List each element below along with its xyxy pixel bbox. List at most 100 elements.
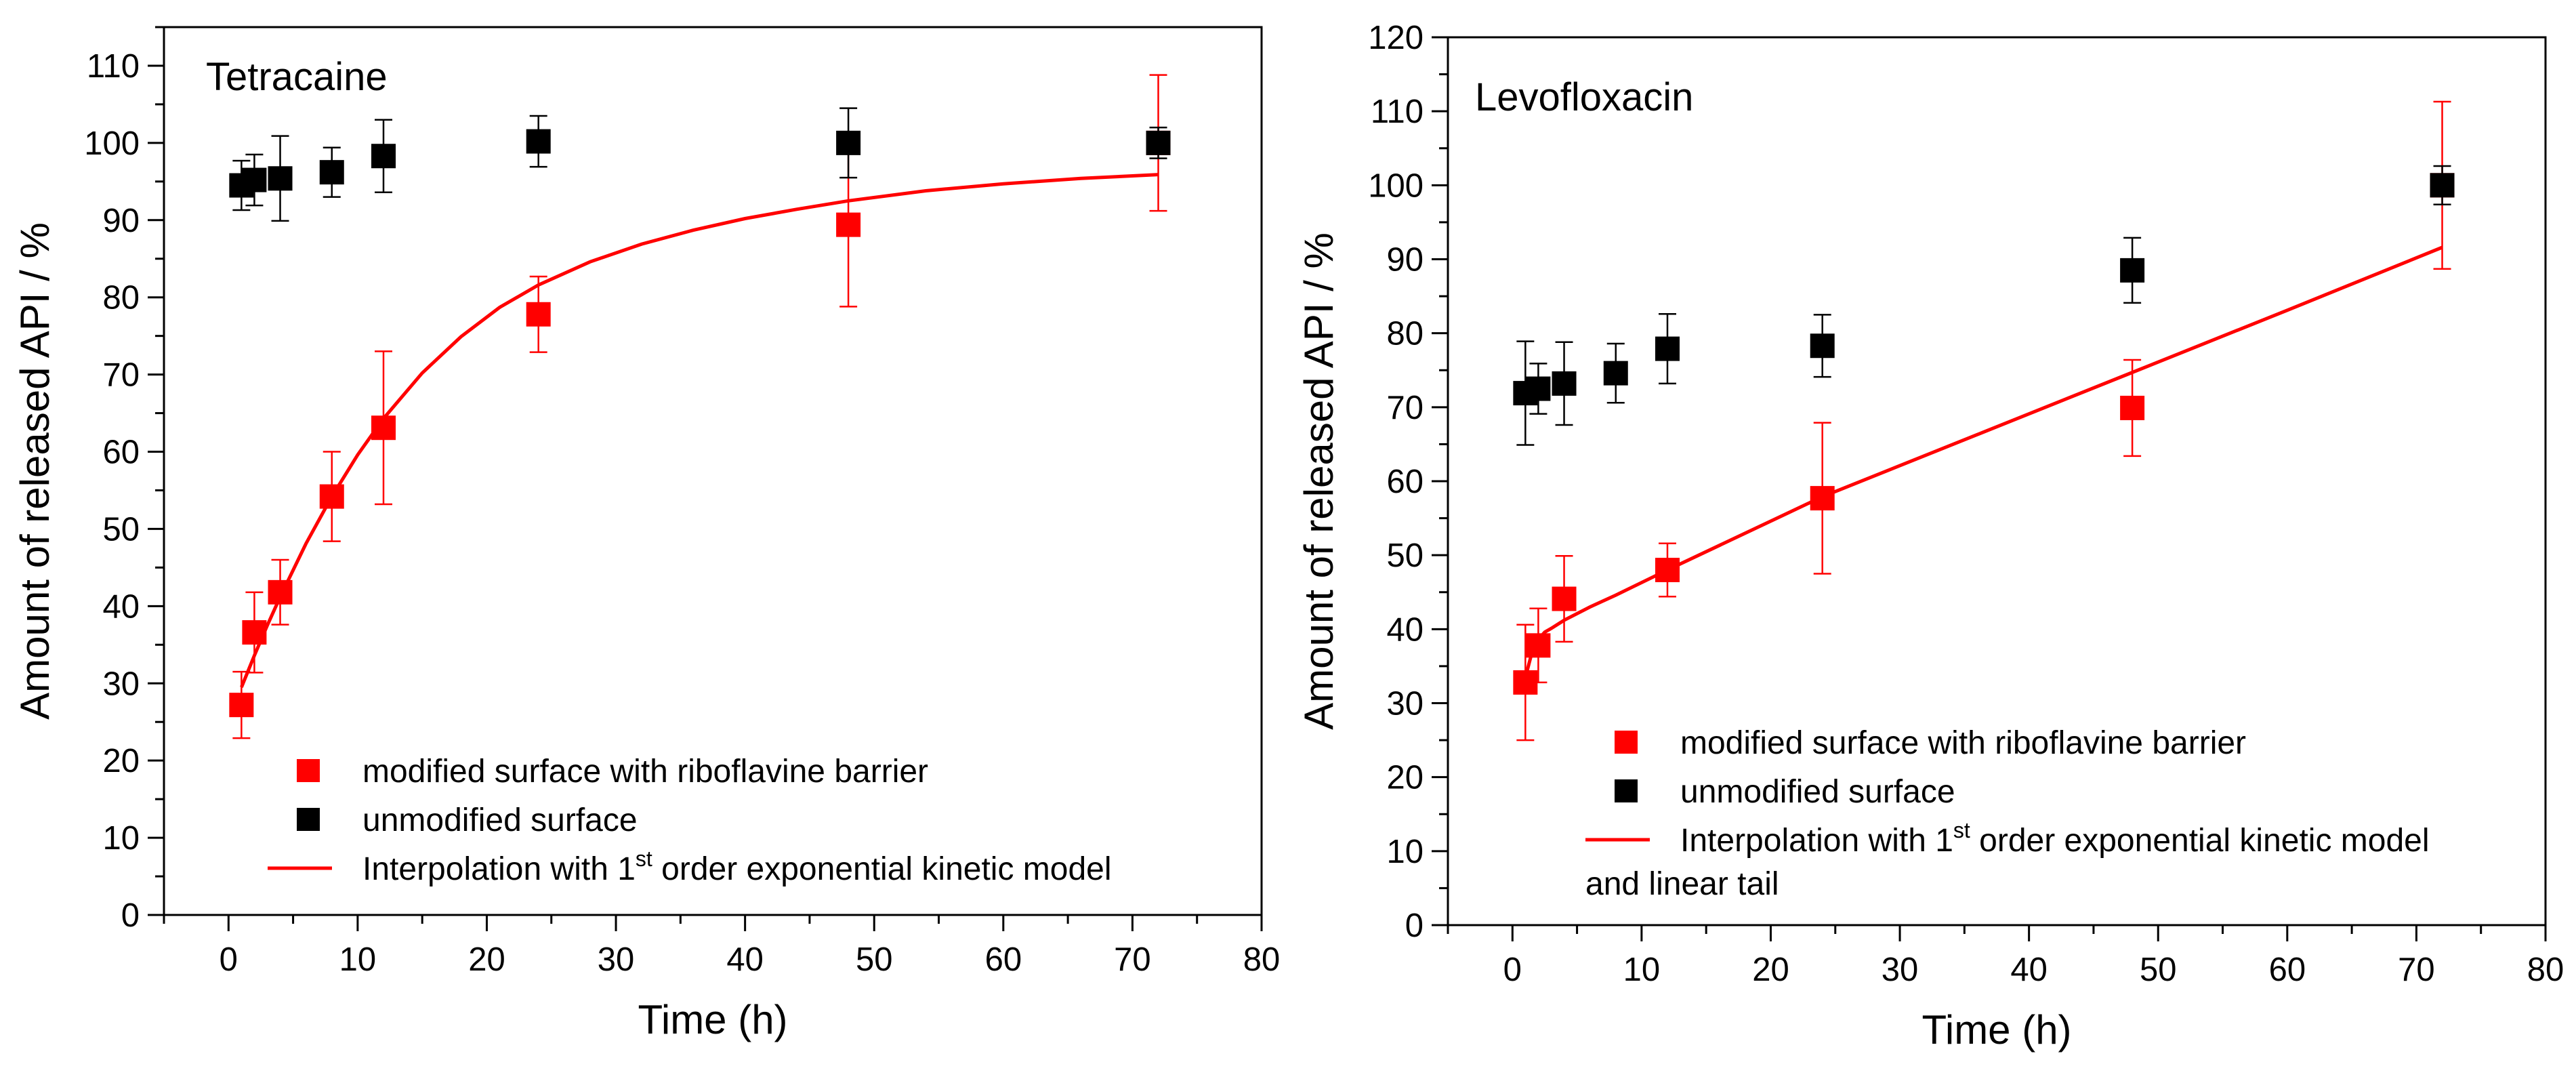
data-point-modified bbox=[319, 484, 344, 509]
data-point-unmodified bbox=[836, 130, 861, 155]
legend-label-part: unmodified surface bbox=[1680, 774, 1955, 810]
legend-marker bbox=[1615, 731, 1638, 754]
x-axis-title: Time (h) bbox=[1921, 1007, 2071, 1053]
y-tick-label: 90 bbox=[102, 203, 140, 239]
x-tick-label: 0 bbox=[1503, 952, 1522, 988]
x-tick-label: 30 bbox=[1882, 952, 1919, 988]
plot-frame bbox=[163, 26, 1263, 916]
legend-label: unmodified surface bbox=[362, 802, 638, 838]
legend-marker bbox=[297, 759, 320, 782]
data-point-unmodified bbox=[319, 160, 344, 185]
data-point-unmodified bbox=[526, 129, 551, 154]
legend-marker bbox=[1615, 779, 1638, 802]
y-tick-label: 110 bbox=[87, 48, 140, 85]
y-axis-title: Amount of released API / % bbox=[1296, 232, 1342, 730]
y-tick-label: 100 bbox=[1368, 167, 1424, 204]
data-point-unmodified bbox=[1655, 336, 1680, 361]
y-tick-label: 80 bbox=[1386, 316, 1424, 352]
data-point-unmodified bbox=[242, 167, 267, 192]
legend-label: Interpolation with 1st order exponential… bbox=[362, 847, 1112, 887]
x-tick-label: 50 bbox=[2140, 952, 2177, 988]
y-tick-label: 60 bbox=[1386, 464, 1424, 500]
data-point-unmodified bbox=[2430, 173, 2455, 198]
chart-title: Tetracaine bbox=[206, 55, 388, 99]
y-tick-label: 60 bbox=[102, 434, 140, 471]
y-tick-label: 50 bbox=[1386, 537, 1424, 574]
x-axis-title: Time (h) bbox=[638, 997, 787, 1042]
data-point-modified bbox=[268, 579, 293, 605]
legend-label-part: order exponential kinetic model bbox=[652, 851, 1112, 887]
legend: modified surface with riboflavine barrie… bbox=[268, 754, 1112, 887]
data-point-unmodified bbox=[1810, 333, 1835, 359]
x-tick-label: 10 bbox=[1623, 952, 1661, 988]
data-point-modified bbox=[1810, 486, 1835, 511]
legend-superscript: st bbox=[1953, 818, 1970, 842]
y-tick-label: 50 bbox=[102, 511, 140, 548]
y-tick-label: 10 bbox=[102, 820, 140, 857]
data-point-modified bbox=[371, 415, 396, 441]
data-point-modified bbox=[242, 620, 267, 645]
data-point-unmodified bbox=[1603, 361, 1628, 386]
y-axis-title: Amount of released API / % bbox=[12, 222, 58, 720]
data-point-modified bbox=[1513, 670, 1538, 695]
data-point-unmodified bbox=[1526, 376, 1551, 401]
data-point-modified bbox=[1526, 633, 1551, 658]
data-point-modified bbox=[2120, 395, 2145, 420]
x-tick-label: 70 bbox=[2398, 952, 2435, 988]
legend-label-part: Interpolation with 1 bbox=[1680, 823, 1953, 859]
data-point-modified bbox=[526, 302, 551, 327]
plot-frame bbox=[1447, 36, 2547, 926]
y-tick-label: 40 bbox=[102, 588, 140, 625]
data-point-modified bbox=[229, 693, 254, 718]
data-point-unmodified bbox=[371, 144, 396, 169]
y-tick-label: 0 bbox=[121, 897, 140, 934]
legend-label-continued: and linear tail bbox=[1585, 866, 1779, 902]
fit-curve bbox=[240, 173, 1159, 688]
y-tick-label: 70 bbox=[102, 357, 140, 394]
data-point-modified bbox=[1655, 558, 1680, 582]
y-tick-label: 110 bbox=[1371, 94, 1424, 130]
legend-label: modified surface with riboflavine barrie… bbox=[362, 754, 928, 790]
legend-label-part: modified surface with riboflavine barrie… bbox=[1680, 725, 2246, 761]
legend: modified surface with riboflavine barrie… bbox=[1585, 725, 2430, 902]
y-tick-label: 100 bbox=[84, 125, 140, 162]
x-tick-label: 70 bbox=[1114, 941, 1151, 978]
x-tick-label: 80 bbox=[2527, 952, 2564, 988]
y-tick-label: 90 bbox=[1386, 242, 1424, 279]
chart-panel-levofloxacin: 0 10 20 30 40 50 60 70 80 0 10 20 30 40 50 60 70 80 90 100 1… bbox=[1296, 20, 2564, 1053]
legend-label-part: order exponential kinetic model bbox=[1970, 823, 2430, 859]
x-tick-label: 20 bbox=[1752, 952, 1789, 988]
legend-label: unmodified surface bbox=[1680, 774, 1955, 810]
data-point-unmodified bbox=[2120, 258, 2145, 283]
x-tick-label: 10 bbox=[339, 941, 377, 978]
x-tick-label: 50 bbox=[856, 941, 893, 978]
data-point-modified bbox=[836, 212, 861, 237]
fit-curve bbox=[1523, 245, 2443, 678]
y-tick-label: 80 bbox=[102, 280, 140, 317]
legend-superscript: st bbox=[636, 847, 652, 871]
legend-label: Interpolation with 1st order exponential… bbox=[1680, 818, 2430, 859]
x-tick-label: 60 bbox=[985, 941, 1022, 978]
y-tick-label: 70 bbox=[1386, 390, 1424, 426]
data-point-unmodified bbox=[1552, 371, 1577, 396]
y-tick-label: 30 bbox=[102, 666, 140, 702]
y-tick-label: 10 bbox=[1386, 834, 1424, 870]
x-tick-label: 80 bbox=[1243, 941, 1281, 978]
chart-title: Levofloxacin bbox=[1475, 75, 1693, 119]
x-tick-label: 40 bbox=[2010, 952, 2048, 988]
legend-label-part: modified surface with riboflavine barrie… bbox=[362, 754, 928, 790]
y-tick-label: 0 bbox=[1405, 907, 1424, 944]
y-tick-label: 120 bbox=[1368, 20, 1424, 56]
chart-panel-tetracaine: 0 10 20 30 40 50 60 70 80 0 10 20 30 40 50 60 70 80 90 100 1… bbox=[12, 26, 1281, 1042]
x-tick-label: 0 bbox=[220, 941, 238, 978]
data-point-modified bbox=[1552, 586, 1577, 611]
legend-label: modified surface with riboflavine barrie… bbox=[1680, 725, 2246, 761]
y-tick-label: 20 bbox=[1386, 760, 1424, 796]
legend-label-part: unmodified surface bbox=[362, 802, 638, 838]
legend-label-part: Interpolation with 1 bbox=[362, 851, 636, 887]
x-tick-label: 20 bbox=[468, 941, 505, 978]
legend-marker bbox=[297, 808, 320, 831]
y-tick-label: 40 bbox=[1386, 611, 1424, 648]
y-tick-label: 20 bbox=[102, 743, 140, 779]
